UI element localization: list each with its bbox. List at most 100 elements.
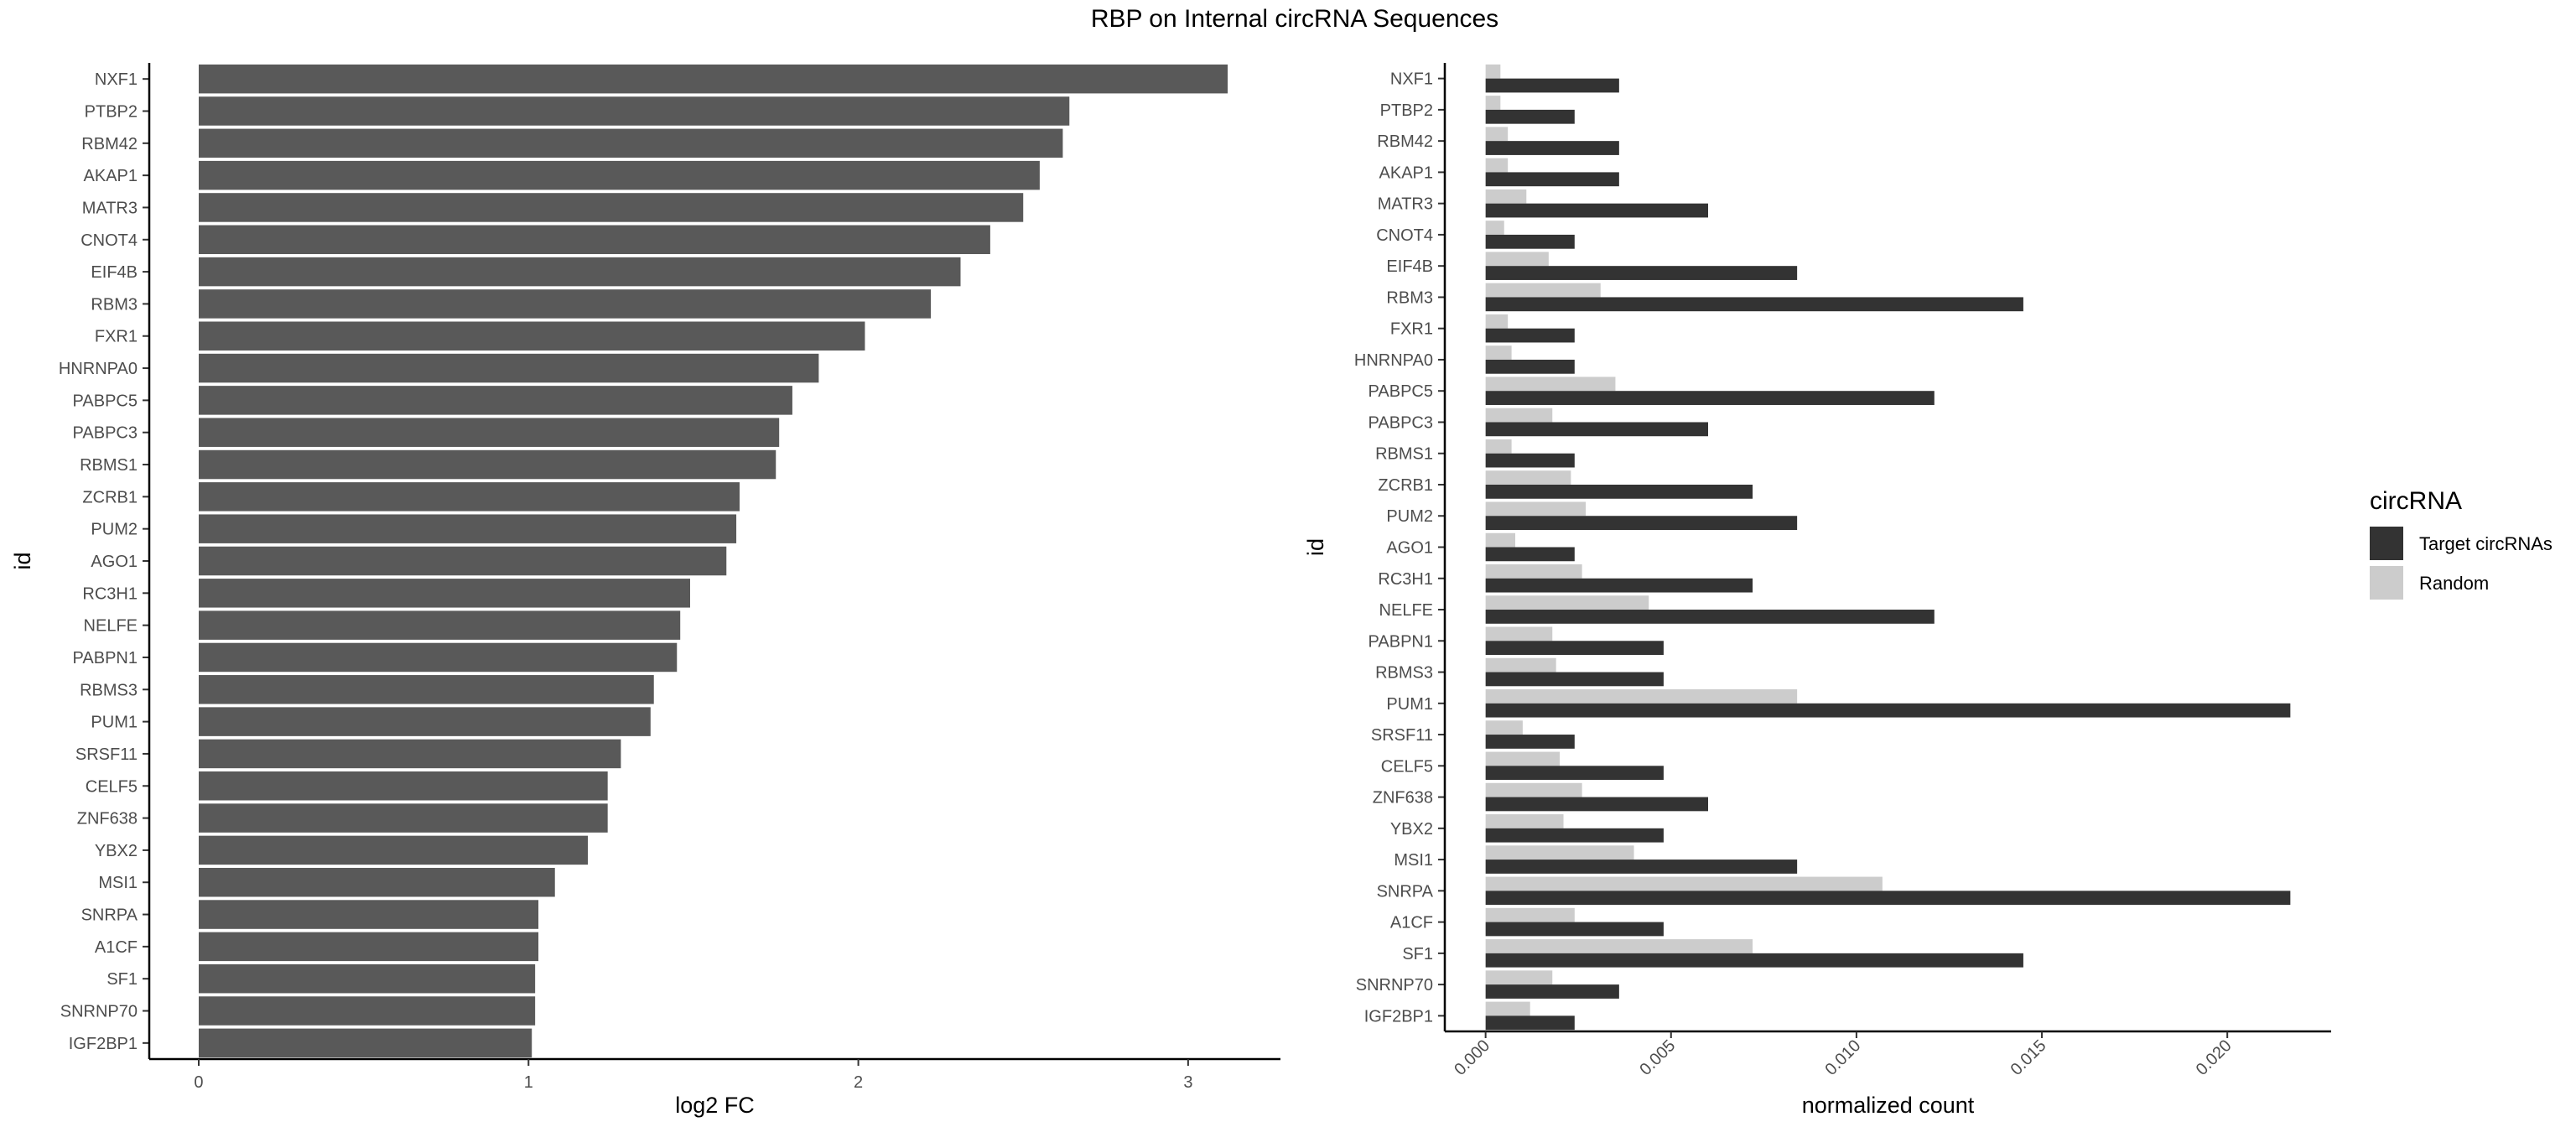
- legend-title: circRNA: [2370, 487, 2462, 515]
- log2fc-bar-rbm42: [198, 128, 1063, 158]
- target-bar-pabpc5: [1485, 391, 1935, 405]
- y-tick-label-rc3h1: RC3H1: [1378, 570, 1433, 589]
- legend-key-random: [2370, 566, 2403, 600]
- random-bar-sf1: [1485, 939, 1753, 953]
- target-bar-rc3h1: [1485, 578, 1753, 593]
- random-bar-pabpn1: [1485, 626, 1553, 641]
- log2fc-bar-akap1: [198, 160, 1040, 190]
- target-bar-cnot4: [1485, 234, 1575, 249]
- log2fc-bar-sf1: [198, 963, 536, 994]
- target-bar-hnrnpa0: [1485, 359, 1575, 374]
- y-tick-label-nelfe: NELFE: [1379, 601, 1433, 620]
- log2fc-bar-nelfe: [198, 610, 681, 640]
- y-tick-label-pum1: PUM1: [91, 714, 138, 732]
- target-bar-ptbp2: [1485, 109, 1575, 124]
- y-tick-label-pabpn1: PABPN1: [73, 649, 138, 667]
- random-bar-ago1: [1485, 532, 1516, 548]
- log2fc-bar-srsf11: [198, 739, 621, 769]
- target-bar-snrnp70: [1485, 984, 1619, 999]
- random-bar-celf5: [1485, 751, 1561, 766]
- log2fc-bar-cnot4: [198, 225, 990, 255]
- y-tick-label-ybx2: YBX2: [95, 842, 138, 860]
- random-bar-pum1: [1485, 689, 1798, 704]
- target-bar-ago1: [1485, 547, 1575, 562]
- log2fc-bar-a1cf: [198, 932, 539, 962]
- random-bar-pabpc5: [1485, 377, 1616, 392]
- log2fc-bar-rbms3: [198, 675, 654, 704]
- log2fc-bar-pabpn1: [198, 642, 678, 673]
- y-tick-label-celf5: CELF5: [1381, 757, 1433, 776]
- y-tick-label-msi1: MSI1: [1394, 851, 1433, 870]
- log2fc-bar-ptbp2: [198, 96, 1070, 126]
- target-bar-fxr1: [1485, 328, 1575, 343]
- y-tick-label-znf638: ZNF638: [77, 810, 138, 828]
- y-tick-label-ybx2: YBX2: [1390, 820, 1433, 839]
- target-bar-rbm3: [1485, 297, 2023, 312]
- y-axis-title: id: [1303, 538, 1328, 556]
- y-tick-label-rbm42: RBM42: [1377, 132, 1433, 151]
- random-bar-znf638: [1485, 782, 1582, 797]
- normalized-count-bar-chart: NXF1 PTBP2 RBM42 AKAP1 MATR3 CNOT4 EIF4B RBM3 FX…: [1303, 63, 2331, 1118]
- y-tick-label-msi1: MSI1: [98, 874, 138, 892]
- y-tick-label-znf638: ZNF638: [1373, 789, 1433, 808]
- log2fc-bar-snrnp70: [198, 996, 536, 1026]
- y-tick-label-srsf11: SRSF11: [75, 745, 138, 764]
- x-tick-label: 0.000: [1451, 1036, 1493, 1079]
- y-tick-label-zcrb1: ZCRB1: [82, 488, 138, 506]
- random-bar-nxf1: [1485, 64, 1501, 79]
- y-tick-label-a1cf: A1CF: [95, 938, 138, 957]
- log2fc-bar-pabpc5: [198, 386, 792, 415]
- legend-label-target-circrnas: Target circRNAs: [2419, 533, 2553, 554]
- target-bar-nelfe: [1485, 610, 1935, 624]
- target-bar-celf5: [1485, 766, 1664, 781]
- y-tick-label-rbm3: RBM3: [1386, 288, 1433, 307]
- y-tick-label-pabpn1: PABPN1: [1368, 632, 1433, 651]
- target-bar-pum2: [1485, 516, 1798, 531]
- log2fc-bar-rbms1: [198, 449, 776, 480]
- target-bar-srsf11: [1485, 735, 1575, 749]
- y-tick-label-ago1: AGO1: [1386, 539, 1433, 558]
- log2fc-bar-celf5: [198, 771, 608, 801]
- x-tick-label: 0.010: [1821, 1036, 1864, 1079]
- log2fc-bar-ybx2: [198, 835, 589, 865]
- log2fc-bar-nxf1: [198, 64, 1228, 94]
- random-bar-rc3h1: [1485, 564, 1582, 579]
- y-tick-label-nxf1: NXF1: [95, 70, 138, 89]
- y-tick-label-pabpc5: PABPC5: [1368, 382, 1433, 401]
- x-tick-label: 0: [194, 1073, 203, 1092]
- y-tick-label-eif4b: EIF4B: [91, 263, 138, 282]
- target-bar-pabpn1: [1485, 641, 1664, 656]
- random-bar-cnot4: [1485, 221, 1504, 235]
- y-tick-label-igf2bp1: IGF2BP1: [1364, 1007, 1433, 1026]
- x-tick-label: 2: [854, 1073, 863, 1092]
- target-bar-pum1: [1485, 703, 2291, 718]
- y-tick-label-hnrnpa0: HNRNPA0: [59, 360, 138, 378]
- y-tick-label-celf5: CELF5: [86, 777, 138, 796]
- target-bar-rbms1: [1485, 453, 1575, 468]
- y-tick-label-matr3: MATR3: [1378, 195, 1433, 214]
- random-bar-snrnp70: [1485, 970, 1553, 985]
- y-tick-label-zcrb1: ZCRB1: [1378, 476, 1433, 495]
- target-bar-a1cf: [1485, 922, 1664, 937]
- random-bar-zcrb1: [1485, 470, 1571, 485]
- random-bar-nelfe: [1485, 595, 1649, 610]
- y-tick-label-cnot4: CNOT4: [1376, 226, 1433, 245]
- log2fc-bar-snrpa: [198, 900, 539, 929]
- y-tick-label-fxr1: FXR1: [1390, 320, 1433, 339]
- random-bar-ptbp2: [1485, 96, 1501, 110]
- target-bar-sf1: [1485, 953, 2023, 968]
- log2fc-bar-zcrb1: [198, 482, 740, 512]
- y-tick-label-sf1: SF1: [106, 970, 138, 989]
- target-bar-ybx2: [1485, 828, 1664, 843]
- random-bar-rbm42: [1485, 127, 1509, 142]
- log2fc-bar-chart: NXF1 PTBP2 RBM42 AKAP1 MATR3 CNOT4 EIF4B RBM3 FX…: [10, 63, 1280, 1118]
- y-tick-label-a1cf: A1CF: [1390, 914, 1433, 932]
- random-bar-rbm3: [1485, 283, 1601, 298]
- y-tick-label-pum1: PUM1: [1386, 695, 1433, 714]
- random-bar-pabpc3: [1485, 408, 1553, 423]
- y-tick-label-rbms1: RBMS1: [1375, 445, 1433, 464]
- target-bar-snrpa: [1485, 891, 2291, 906]
- y-tick-label-akap1: AKAP1: [84, 167, 138, 185]
- random-bar-snrpa: [1485, 876, 1883, 891]
- y-tick-label-rbms3: RBMS3: [80, 681, 138, 699]
